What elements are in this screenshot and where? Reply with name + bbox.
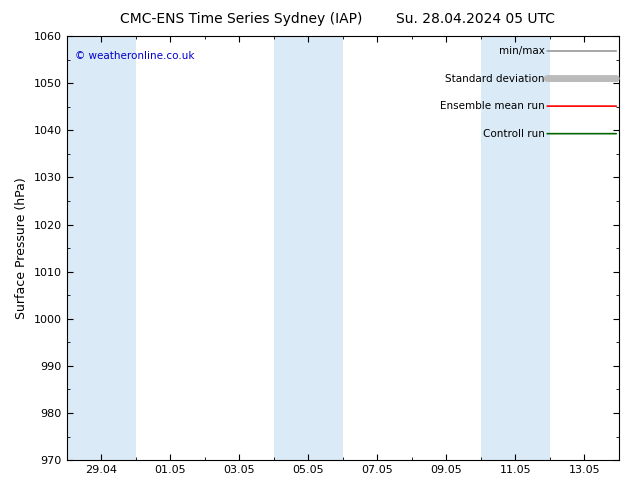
Text: Standard deviation: Standard deviation [445, 74, 545, 84]
Y-axis label: Surface Pressure (hPa): Surface Pressure (hPa) [15, 177, 28, 319]
Text: min/max: min/max [498, 46, 545, 56]
Bar [67, 36, 136, 460]
Text: Su. 28.04.2024 05 UTC: Su. 28.04.2024 05 UTC [396, 12, 555, 26]
Text: Controll run: Controll run [482, 129, 545, 139]
Text: Ensemble mean run: Ensemble mean run [439, 101, 545, 111]
Bar [481, 36, 550, 460]
Text: © weatheronline.co.uk: © weatheronline.co.uk [75, 51, 195, 61]
Text: CMC-ENS Time Series Sydney (IAP): CMC-ENS Time Series Sydney (IAP) [120, 12, 362, 26]
Bar [274, 36, 343, 460]
